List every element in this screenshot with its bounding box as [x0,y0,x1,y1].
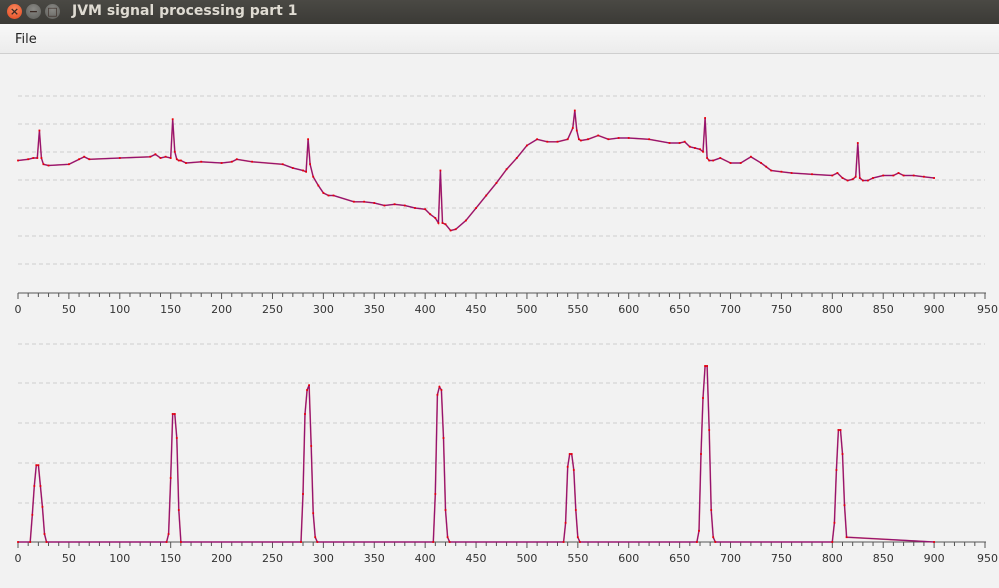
close-icon: × [9,5,20,18]
top-x-tick-label: 100 [109,303,130,316]
bottom-x-tick-label: 750 [771,552,792,565]
bottom-x-tick-label: 300 [313,552,334,565]
top-x-tick-label: 0 [15,303,22,316]
bottom-x-tick-label: 700 [720,552,741,565]
file-menu[interactable]: File [15,32,37,47]
bottom-x-tick-label: 150 [160,552,181,565]
window-titlebar: × − □ JVM signal processing part 1 [0,0,999,24]
top-x-tick-label: 400 [415,303,436,316]
top-x-tick-label: 800 [822,303,843,316]
top-x-tick-label: 150 [160,303,181,316]
top-x-tick-label: 300 [313,303,334,316]
bottom-x-tick-label: 500 [516,552,537,565]
bottom-x-tick-label: 950 [977,552,998,565]
maximize-window-button[interactable]: □ [45,4,60,19]
bottom-x-tick-label: 850 [873,552,894,565]
bottom-x-tick-label: 50 [62,552,76,565]
top-x-tick-label: 700 [720,303,741,316]
close-window-button[interactable]: × [7,4,22,19]
bottom-x-tick-label: 450 [466,552,487,565]
bottom-x-tick-label: 550 [567,552,588,565]
top-x-tick-label: 250 [262,303,283,316]
top-x-tick-label: 350 [364,303,385,316]
bottom-x-tick-label: 100 [109,552,130,565]
top-x-tick-label: 50 [62,303,76,316]
bottom-x-tick-label: 400 [415,552,436,565]
top-x-tick-label: 200 [211,303,232,316]
bottom-x-tick-label: 800 [822,552,843,565]
top-x-tick-label: 600 [618,303,639,316]
top-x-tick-label: 850 [873,303,894,316]
bottom-x-tick-label: 350 [364,552,385,565]
top-data-point [171,118,174,121]
top-x-tick-label: 900 [924,303,945,316]
maximize-icon: □ [47,5,58,18]
menu-bar: File [0,24,999,54]
bottom-x-tick-label: 650 [669,552,690,565]
top-series-sample-trace [17,110,935,232]
top-series-line [17,109,935,232]
minimize-window-button[interactable]: − [26,4,41,19]
bottom-x-tick-label: 600 [618,552,639,565]
window-title: JVM signal processing part 1 [72,3,298,19]
bottom-x-tick-label: 900 [924,552,945,565]
top-x-tick-label: 750 [771,303,792,316]
top-x-tick-label: 550 [567,303,588,316]
top-x-tick-label: 950 [977,303,998,316]
bottom-x-tick-label: 200 [211,552,232,565]
bottom-series-line [18,365,935,543]
top-x-tick-label: 650 [669,303,690,316]
bottom-x-tick-label: 0 [15,552,22,565]
top-x-tick-label: 500 [516,303,537,316]
top-data-point [307,138,309,141]
bottom-x-tick-label: 250 [262,552,283,565]
top-x-tick-label: 450 [466,303,487,316]
bottom-series-sample-trace [18,365,935,543]
minimize-icon: − [28,5,39,18]
